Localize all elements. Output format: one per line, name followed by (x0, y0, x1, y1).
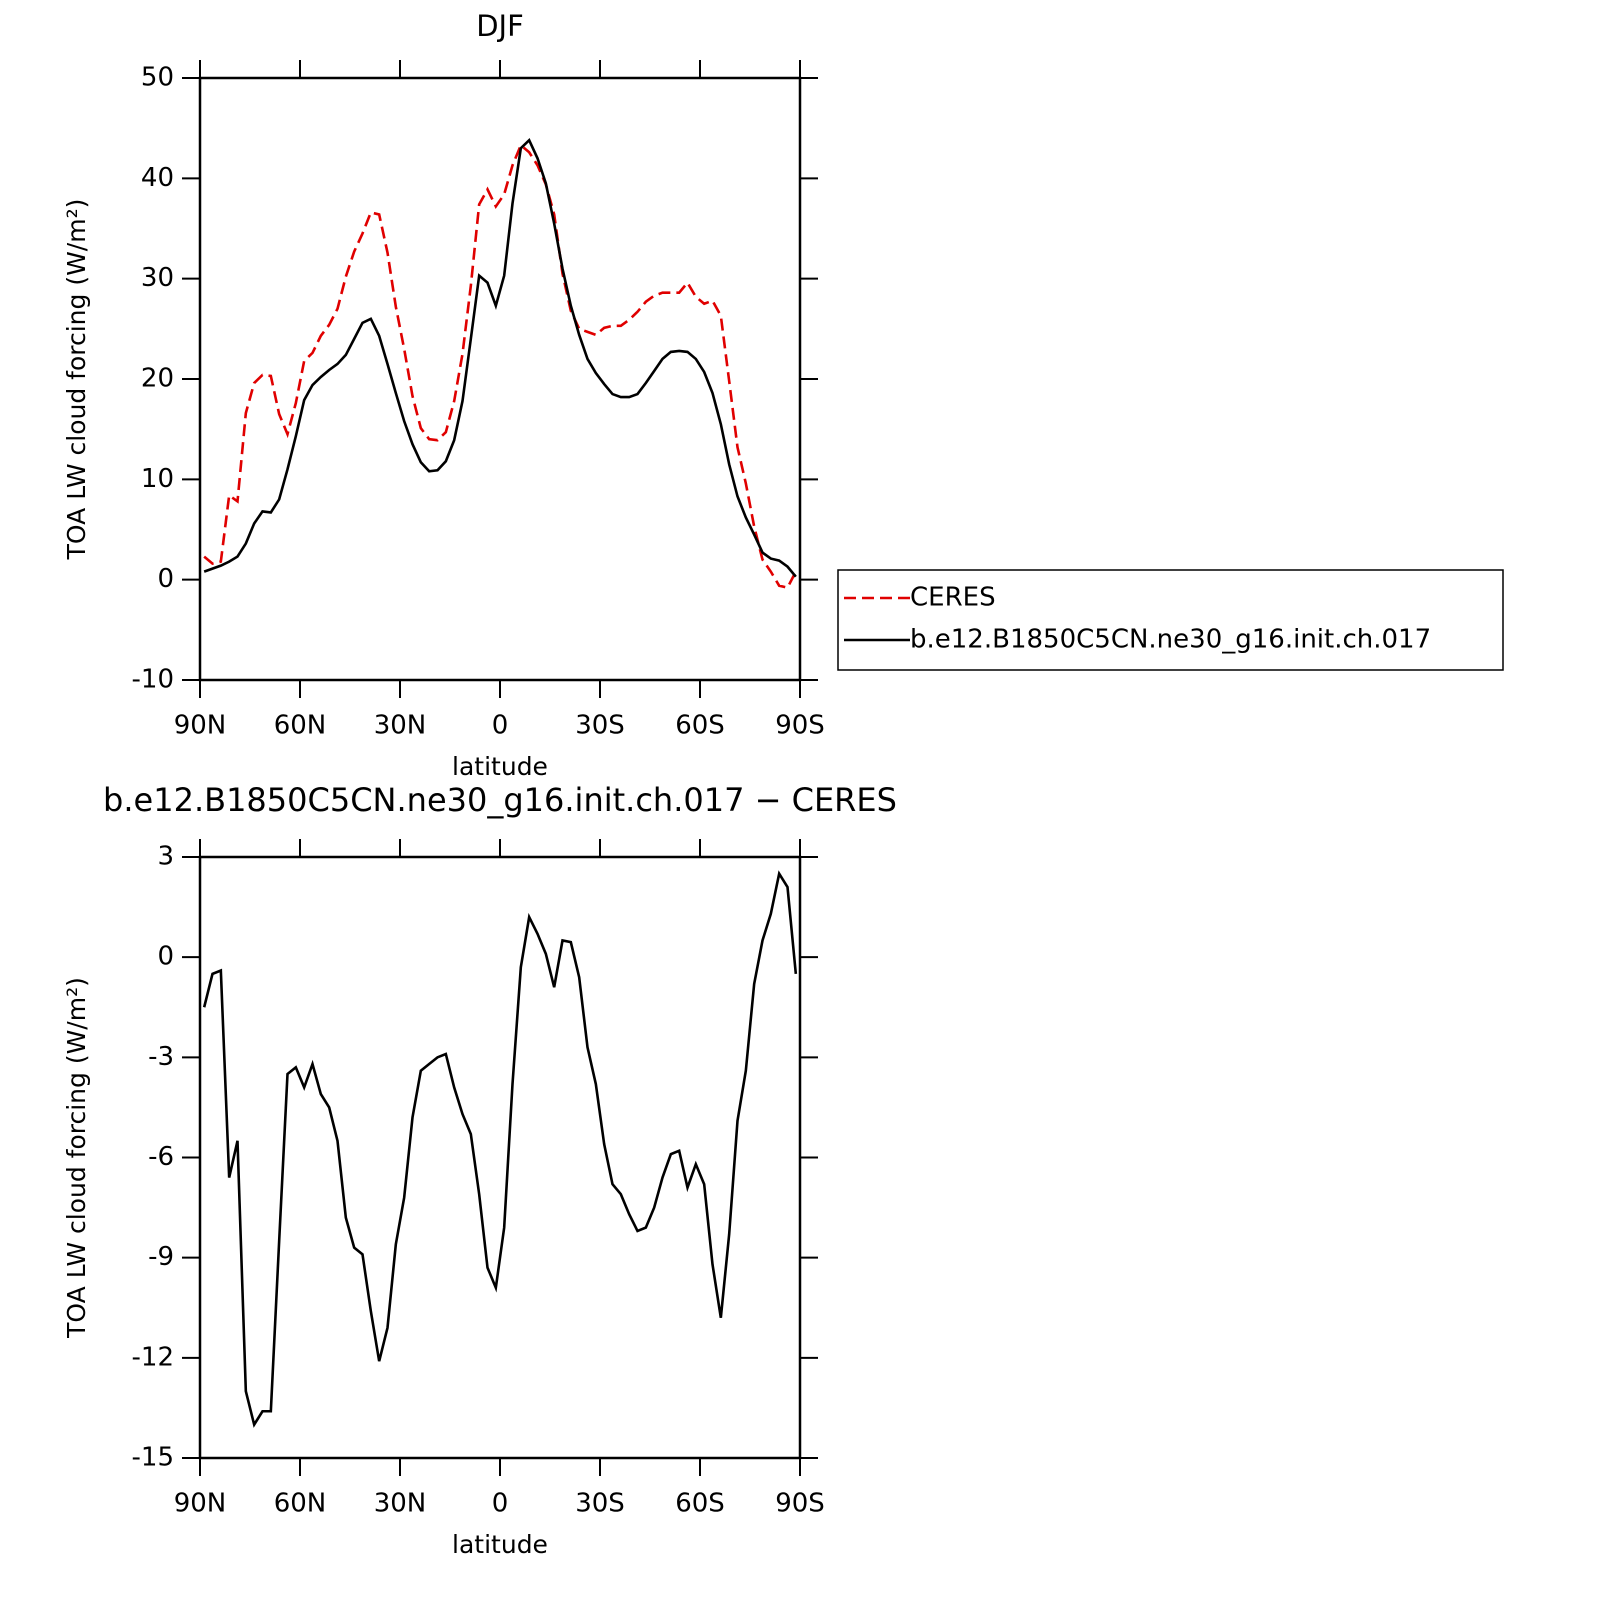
x-tick-label: 30S (575, 711, 625, 741)
x-tick-label: 60N (274, 711, 327, 741)
data-line (203, 138, 797, 578)
y-tick-label: 40 (141, 163, 174, 193)
x-axis-label: latitude (452, 1530, 548, 1559)
data-line (202, 870, 798, 1428)
x-tick-label: 90N (174, 711, 227, 741)
y-tick-label: -9 (148, 1242, 174, 1272)
plot-frame (198, 855, 802, 1460)
x-axis-label: latitude (452, 752, 548, 781)
x-tick-label: 30N (374, 711, 427, 741)
y-tick-label: -10 (132, 665, 174, 695)
y-tick-label: 20 (141, 364, 174, 394)
x-tick-label: 30N (374, 1489, 427, 1519)
y-tick-label: -15 (132, 1443, 174, 1473)
x-tick-label: 60N (274, 1489, 327, 1519)
x-tick-label: 0 (492, 1489, 509, 1519)
x-tick-label: 60S (675, 1489, 725, 1519)
legend-box (837, 569, 1504, 671)
data-line (203, 143, 797, 590)
y-tick-label: 10 (141, 464, 174, 494)
chart-title: b.e12.B1850C5CN.ne30_g16.init.ch.017 − C… (103, 781, 897, 819)
x-tick-label: 90N (174, 1489, 227, 1519)
x-tick-label: 90S (775, 1489, 825, 1519)
y-tick-label: 30 (141, 263, 174, 293)
x-tick-label: 30S (575, 1489, 625, 1519)
y-tick-label: 50 (141, 63, 174, 93)
y-axis-label: TOA LW cloud forcing (W/m²) (62, 199, 91, 561)
y-axis-label: TOA LW cloud forcing (W/m²) (62, 977, 91, 1339)
x-tick-label: 90S (775, 711, 825, 741)
y-tick-label: 3 (157, 842, 174, 872)
y-tick-label: -12 (132, 1342, 174, 1372)
legend-label: CERES (910, 583, 996, 613)
x-tick-label: 0 (492, 711, 509, 741)
y-tick-label: 0 (157, 942, 174, 972)
plot-frame (198, 76, 802, 682)
chart-title: DJF (476, 9, 524, 43)
legend-label: b.e12.B1850C5CN.ne30_g16.init.ch.017 (910, 625, 1431, 655)
y-tick-label: -6 (148, 1142, 174, 1172)
y-tick-label: -3 (148, 1042, 174, 1072)
y-tick-label: 0 (157, 564, 174, 594)
x-tick-label: 60S (675, 711, 725, 741)
